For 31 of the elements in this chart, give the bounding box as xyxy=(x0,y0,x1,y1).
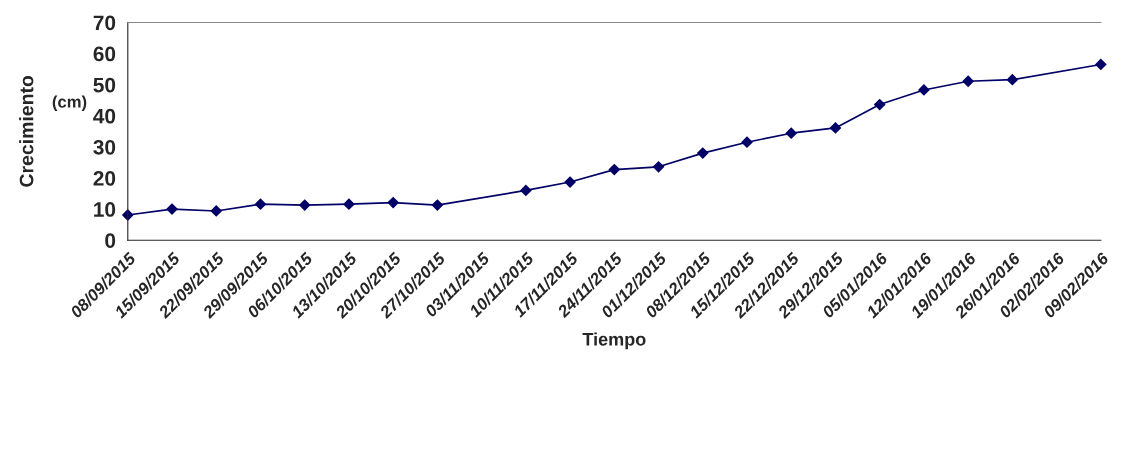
point xyxy=(697,147,709,159)
point xyxy=(431,199,443,211)
y-tick-label: 30 xyxy=(93,139,116,155)
point xyxy=(785,127,797,139)
point xyxy=(829,122,842,134)
point xyxy=(608,163,620,176)
y-tick-label: 0 xyxy=(105,233,116,248)
text: (cm) xyxy=(52,95,87,112)
y-tick-label: 60 xyxy=(93,46,116,62)
y-tick-label: 20 xyxy=(93,171,116,186)
point xyxy=(520,184,532,197)
point xyxy=(874,98,886,111)
point xyxy=(918,84,930,96)
y-tick-label: 70 xyxy=(93,15,116,31)
point xyxy=(652,161,665,173)
point xyxy=(166,203,178,215)
point xyxy=(564,176,576,188)
y-axis-title: Crecimiento xyxy=(19,75,34,187)
point xyxy=(210,205,222,217)
point xyxy=(387,196,399,209)
point xyxy=(343,198,355,210)
point xyxy=(1006,74,1018,86)
y-tick-label: 10 xyxy=(94,202,116,217)
point xyxy=(741,136,753,148)
y-tick-label: 40 xyxy=(93,108,116,124)
x-axis-title: Tiempo xyxy=(582,332,646,350)
point xyxy=(254,198,267,210)
point xyxy=(1095,58,1107,71)
point xyxy=(299,199,311,211)
point xyxy=(962,75,974,87)
y-tick-label: 50 xyxy=(93,77,116,93)
